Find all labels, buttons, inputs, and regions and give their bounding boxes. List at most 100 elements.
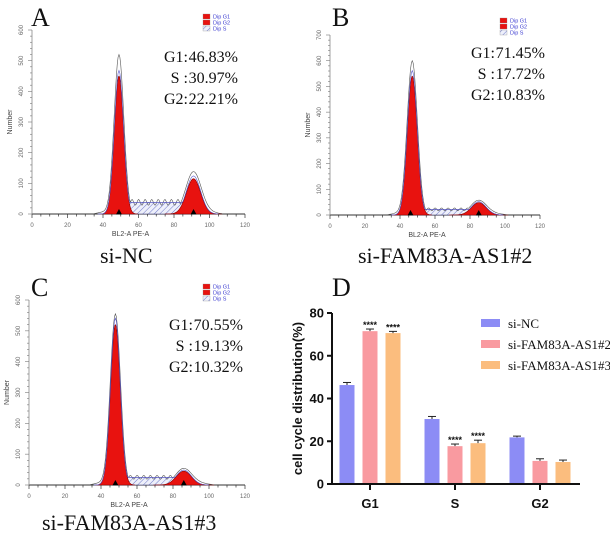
legend-label: si-NC [508, 316, 539, 331]
x-tick-label: 20 [64, 223, 71, 229]
g1-peak [392, 75, 432, 216]
legend-swatch [202, 19, 211, 26]
y-tick-label: 600 [317, 55, 323, 66]
model-fit-outline [391, 69, 504, 216]
legend-label: si-FAM83A-AS1#3 [508, 358, 610, 373]
legend-label: Dip G2 [510, 25, 527, 31]
g1-peak [100, 75, 139, 215]
y-tick-label: 700 [317, 29, 323, 40]
legend-swatch [481, 361, 500, 369]
y-axis-label: cell cycle distribution(%) [290, 322, 305, 475]
raw-data-outline [90, 312, 213, 485]
x-tick-label: 60 [134, 494, 141, 500]
x-tick-label: 40 [98, 494, 105, 500]
stat-value: 22.21% [189, 91, 238, 108]
x-axis-label: BL2-A PE-A [110, 502, 148, 509]
stat-label: G1: [471, 45, 495, 62]
significance-label: **** [448, 435, 463, 445]
bar [424, 419, 440, 483]
stat-label: G2: [169, 359, 193, 376]
y-tick-label: 200 [19, 147, 25, 158]
y-tick-label: 500 [19, 55, 25, 66]
significance-label: **** [471, 431, 486, 441]
x-tick-label: 80 [170, 494, 177, 500]
x-tick-label: 100 [500, 224, 511, 230]
y-tick-label: 0 [317, 213, 323, 217]
legend-label: Dip S [510, 31, 524, 37]
model-fit-outline [97, 69, 219, 215]
y-tick-label: 300 [16, 387, 22, 398]
g1-peak [95, 324, 135, 486]
stat-value: 70.55% [194, 317, 243, 334]
y-tick-label: 60 [310, 348, 324, 363]
stat-label: S : [478, 66, 495, 83]
legend-swatch [202, 283, 211, 290]
x-tick-label: 40 [100, 223, 107, 229]
histogram-b: 0 20 40 60 80 100 120 0 100 200 300 400 500 600 700 BL2… [305, 17, 546, 239]
y-tick-label: 200 [16, 418, 22, 429]
legend-label: si-FAM83A-AS1#2 [508, 337, 610, 352]
peak-marker [407, 210, 414, 216]
legend-swatch [202, 25, 211, 32]
peak-marker [112, 480, 119, 486]
x-tick-label: 80 [467, 224, 474, 230]
legend-label: Dip G1 [213, 285, 230, 291]
x-tick-label: 60 [135, 223, 142, 229]
legend-label: Dip G1 [510, 19, 527, 25]
stat-label: G1: [169, 317, 193, 334]
bar [470, 443, 486, 483]
panel-letter-a: A [31, 3, 50, 32]
significance-label: **** [386, 322, 401, 332]
legend-label: Dip G1 [213, 15, 230, 21]
stat-value: 10.83% [496, 87, 545, 104]
bar [532, 460, 548, 483]
legend-swatch [202, 289, 211, 296]
y-tick-label: 400 [16, 356, 22, 367]
x-tick-label: 80 [171, 223, 178, 229]
legend-swatch [499, 29, 508, 36]
y-tick-label: 20 [310, 434, 324, 449]
x-tick-label: 20 [362, 224, 369, 230]
x-tick-label: 120 [240, 494, 251, 500]
significance-label: **** [363, 320, 378, 330]
histogram-a: 0 20 40 60 80 100 120 0 100 200 300 400 500 600 BL2-A … [7, 13, 251, 238]
x-tick-label: 0 [328, 224, 332, 230]
y-tick-label: 80 [310, 306, 324, 321]
bar [447, 446, 463, 483]
stat-label: G1: [164, 49, 188, 66]
panel-letter-d: D [332, 273, 351, 302]
caption-b: si-FAM83A-AS1#2 [358, 243, 533, 268]
peak-marker [190, 209, 197, 215]
x-tick-label: 0 [30, 223, 34, 229]
x-tick-label: S [451, 496, 460, 511]
x-tick-label: 120 [240, 223, 251, 229]
y-tick-label: 40 [310, 391, 324, 406]
stat-label: G2: [471, 87, 495, 104]
y-axis-label: Number [305, 112, 312, 138]
y-tick-label: 600 [16, 294, 22, 305]
y-tick-label: 0 [317, 477, 324, 492]
x-tick-label: 20 [62, 494, 69, 500]
raw-data-outline [387, 59, 507, 215]
y-axis-label: Number [4, 379, 11, 405]
legend-label: Dip S [213, 297, 227, 303]
y-axis-label: Number [7, 109, 14, 135]
stat-value: 30.97% [189, 70, 238, 87]
x-tick-label: G1 [361, 496, 378, 511]
caption-c: si-FAM83A-AS1#3 [42, 510, 217, 535]
stat-label: S : [176, 338, 193, 355]
y-tick-label: 0 [16, 483, 22, 487]
y-tick-label: 0 [19, 212, 25, 216]
caption-a: si-NC [100, 243, 153, 268]
legend-swatch [499, 23, 508, 30]
y-tick-label: 100 [317, 184, 323, 195]
stat-value: 71.45% [496, 45, 545, 62]
peak-marker [115, 209, 122, 215]
x-tick-label: G2 [531, 496, 548, 511]
peak-marker [475, 210, 482, 216]
y-tick-label: 600 [19, 24, 25, 35]
legend-swatch [499, 17, 508, 24]
bar [509, 437, 525, 483]
y-tick-label: 200 [317, 158, 323, 169]
